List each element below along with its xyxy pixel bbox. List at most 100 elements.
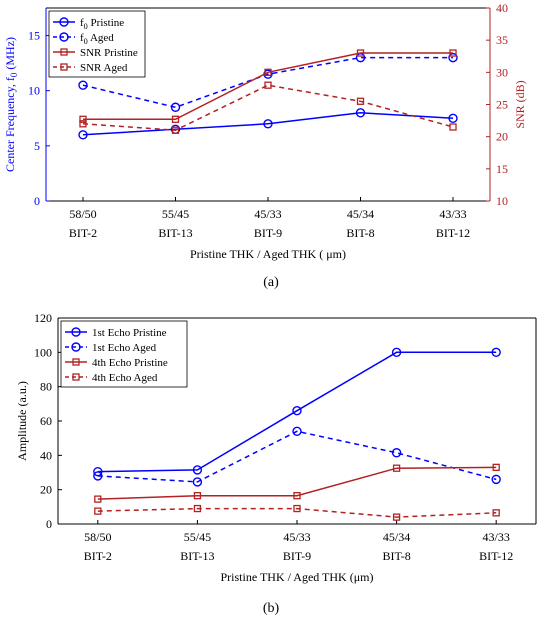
y-tick-label: 80 xyxy=(40,380,52,394)
y-axis-title: Center Frequency, f0 (MHz) xyxy=(3,37,19,172)
series-4th-echo-pristine xyxy=(94,463,500,503)
legend-marker xyxy=(71,342,81,352)
y-tick-label: 15 xyxy=(28,29,40,43)
x-tick-label: BIT-2 xyxy=(69,226,97,240)
data-point xyxy=(192,465,203,475)
series-line xyxy=(82,112,454,136)
data-point xyxy=(392,464,401,472)
data-point xyxy=(263,119,273,129)
data-point xyxy=(93,471,103,481)
x-tick-label: 45/33 xyxy=(254,207,281,221)
x-tick-label: 55/45 xyxy=(162,207,189,221)
data-point xyxy=(391,347,402,358)
y-tick-label: 100 xyxy=(34,345,52,359)
y-tick-label: 10 xyxy=(28,84,40,98)
legend-label: SNR Pristine xyxy=(80,47,138,59)
y-right-tick-label: 10 xyxy=(496,194,508,208)
y-right-tick-label: 35 xyxy=(496,33,508,47)
legend-label: f0 Pristine xyxy=(80,17,124,31)
data-point xyxy=(448,113,458,123)
y-right-tick-label: 20 xyxy=(496,130,508,144)
series-line xyxy=(83,52,453,121)
x-tick-label: BIT-12 xyxy=(479,549,513,563)
data-point xyxy=(448,52,458,63)
y-right-tick-label: 25 xyxy=(496,98,508,112)
data-point xyxy=(193,492,202,500)
data-point xyxy=(78,130,88,140)
legend-marker xyxy=(72,358,80,366)
series-1st-echo-aged xyxy=(93,426,501,487)
x-tick-label: 43/33 xyxy=(439,207,466,221)
legend-marker xyxy=(60,63,68,71)
y-right-tick-label: 15 xyxy=(496,162,508,176)
legend-label: 4th Echo Pristine xyxy=(92,357,168,369)
legend: 1st Echo Pristine 1st Echo Aged 4th Echo P… xyxy=(60,320,188,388)
y-tick-label: 40 xyxy=(40,448,52,462)
data-point xyxy=(171,115,180,123)
legend-label: 1st Echo Pristine xyxy=(92,327,167,339)
x-tick-label: 43/33 xyxy=(483,530,510,544)
data-point xyxy=(293,504,301,513)
legend-label: f0 Aged xyxy=(80,32,114,46)
data-point xyxy=(491,474,501,485)
series-snr-aged xyxy=(79,81,457,134)
chart-a: 58/50 BIT-2 55/45 BIT-13 45/33 BIT-9 45/34 BIT-… xyxy=(3,1,527,261)
series-line xyxy=(97,430,497,483)
data-point xyxy=(491,347,501,358)
chart-b: 58/50 BIT-2 55/45 BIT-13 45/33 BIT-9 45/34 BIT-… xyxy=(15,311,537,584)
data-point xyxy=(356,49,365,57)
x-tick-label: BIT-8 xyxy=(382,549,410,563)
x-tick-label: 45/34 xyxy=(383,530,410,544)
series-line xyxy=(97,507,497,518)
x-tick-label: BIT-2 xyxy=(84,549,112,563)
x-tick-label: BIT-9 xyxy=(283,549,311,563)
series-4th-echo-aged xyxy=(94,504,500,521)
series-f0-pristine xyxy=(78,108,458,140)
data-point xyxy=(264,81,272,89)
x-tick-label: 45/33 xyxy=(283,530,310,544)
data-point xyxy=(355,108,366,118)
series-snr-pristine xyxy=(79,49,457,123)
y-tick-label: 5 xyxy=(34,139,40,153)
data-point xyxy=(391,448,402,458)
data-point xyxy=(264,68,272,76)
data-point xyxy=(292,406,302,416)
y-tick-label: 0 xyxy=(34,194,40,208)
data-point xyxy=(449,123,457,131)
data-point xyxy=(94,507,102,515)
y-right-tick-label: 30 xyxy=(496,65,508,79)
legend-marker xyxy=(59,32,69,42)
data-point xyxy=(94,495,102,503)
x-tick-label: BIT-12 xyxy=(436,226,470,240)
data-point xyxy=(193,504,202,513)
legend-marker xyxy=(72,373,80,381)
y-right-tick-label: 40 xyxy=(496,1,508,15)
x-axis-title: Pristine THK / Aged THK ( μm) xyxy=(190,247,346,261)
panel-a-label: (a) xyxy=(263,275,279,290)
data-point xyxy=(78,80,88,90)
data-point xyxy=(392,513,401,521)
x-tick-label: BIT-9 xyxy=(254,226,282,240)
data-point xyxy=(492,463,500,472)
legend-marker xyxy=(71,327,81,337)
legend-label: SNR Aged xyxy=(80,62,128,74)
panel-b-label: (b) xyxy=(263,601,280,616)
data-point xyxy=(192,477,203,487)
data-point xyxy=(170,102,181,112)
series-line xyxy=(97,351,497,473)
series-line xyxy=(97,466,497,500)
legend-marker xyxy=(59,17,69,27)
x-tick-label: 58/50 xyxy=(69,207,96,221)
data-point xyxy=(356,97,365,105)
x-tick-label: 45/34 xyxy=(347,207,374,221)
x-tick-label: BIT-8 xyxy=(346,226,374,240)
y-tick-label: 20 xyxy=(40,483,52,497)
legend-label: 4th Echo Aged xyxy=(92,372,158,384)
data-point xyxy=(492,509,500,517)
y-axis-title: Amplitude (a.u.) xyxy=(15,381,29,461)
legend-marker xyxy=(60,48,68,56)
x-axis-title: Pristine THK / Aged THK (μm) xyxy=(221,570,374,584)
x-tick-label: BIT-13 xyxy=(158,226,192,240)
data-point xyxy=(79,115,87,123)
